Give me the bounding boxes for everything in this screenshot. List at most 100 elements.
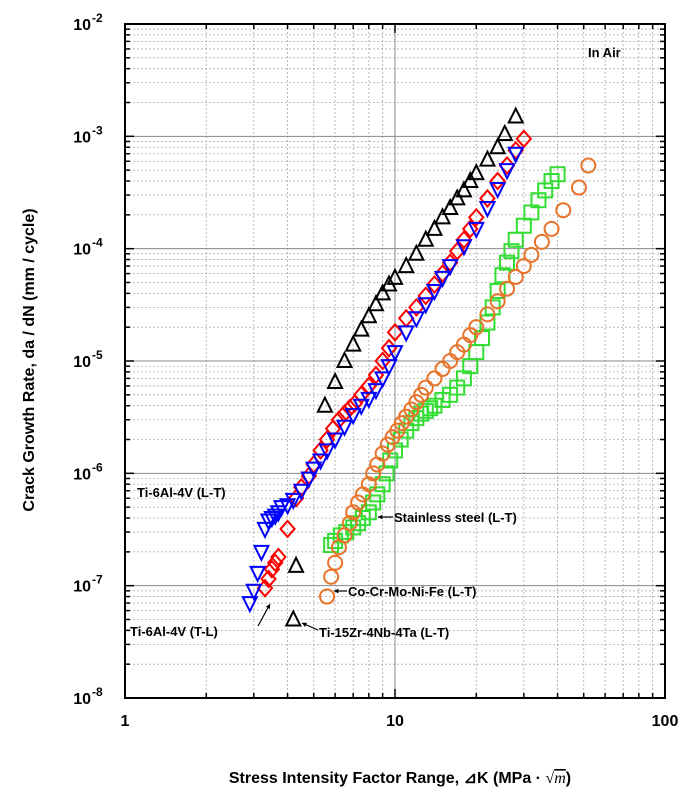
data-point-circle <box>434 360 451 377</box>
data-point-square <box>345 519 362 536</box>
data-point-triangle-down <box>326 432 344 450</box>
data-point-triangle-up <box>467 162 485 181</box>
data-point-triangle-up <box>507 106 525 124</box>
y-tick-label: 10 <box>73 579 91 596</box>
data-point-triangle-up <box>441 197 459 216</box>
annotation-arrowhead <box>302 622 307 627</box>
x-tick-label: 1 <box>121 713 130 730</box>
grid-lines <box>125 24 665 698</box>
data-point-triangle-down <box>263 511 281 529</box>
data-point-triangle-down <box>300 471 318 489</box>
annotation-label-ti64_lt: Ti-6Al-4V (L-T) <box>137 485 226 500</box>
data-point-square <box>422 400 439 417</box>
data-point-triangle-up <box>417 229 435 247</box>
data-point-diamond <box>330 410 348 430</box>
data-point-triangle-down <box>249 565 267 584</box>
data-point-circle <box>523 246 540 263</box>
data-point-triangle-down <box>425 283 444 302</box>
data-point-triangle-down <box>467 221 485 240</box>
data-point-triangle-up <box>433 207 452 225</box>
data-point-triangle-down <box>397 325 415 343</box>
y-tick-label: 10 <box>73 242 91 259</box>
y-tick-exponent: -8 <box>92 685 103 699</box>
data-point-circle <box>417 379 434 396</box>
y-tick-exponent: -4 <box>92 236 103 250</box>
data-point-triangle-down <box>266 508 284 526</box>
data-point-circle <box>580 157 597 174</box>
data-point-triangle-down <box>278 498 297 516</box>
annotation-arrowhead <box>334 588 339 594</box>
data-point-triangle-down <box>374 371 392 389</box>
data-point-triangle-down <box>407 311 425 329</box>
data-series <box>241 106 597 627</box>
data-point-triangle-down <box>498 163 516 181</box>
annotation-label-ti15zr: Ti-15Zr-4Nb-4Ta (L-T) <box>319 625 449 640</box>
data-point-square <box>549 166 566 183</box>
data-point-triangle-up <box>360 306 378 324</box>
data-point-diamond <box>455 230 473 250</box>
data-point-triangle-down <box>259 513 278 531</box>
data-point-diamond <box>489 171 506 191</box>
data-point-triangle-down <box>311 453 330 471</box>
data-point-circle <box>468 319 485 336</box>
data-point-circle <box>479 306 496 323</box>
data-point-square <box>489 282 506 299</box>
data-point-circle <box>319 588 336 605</box>
series-ti64_lt <box>241 146 525 614</box>
annotation-arrowhead <box>378 514 383 520</box>
data-point-triangle-up <box>425 218 444 236</box>
y-tick-exponent: -3 <box>92 123 103 137</box>
data-point-square <box>503 243 520 260</box>
data-point-circle <box>345 504 362 521</box>
x-tick-label: 10 <box>386 713 404 730</box>
data-point-triangle-up <box>316 395 334 413</box>
data-point-triangle-down <box>284 492 302 511</box>
annotations: Ti-6Al-4V (L-T) Ti-6Al-4V (T-L) Ti-15Zr-4N… <box>130 485 517 640</box>
data-point-circle <box>374 445 391 462</box>
data-point-square <box>499 254 516 271</box>
data-point-triangle-up <box>284 609 302 627</box>
series-ti15zr <box>284 106 525 627</box>
data-point-square <box>360 504 377 521</box>
data-point-triangle-down <box>478 201 497 219</box>
y-tick-exponent: -7 <box>92 573 103 587</box>
data-point-circle <box>350 494 367 511</box>
data-point-triangle-down <box>380 359 398 377</box>
y-tick-label: 10 <box>73 129 91 146</box>
data-point-circle <box>533 233 550 250</box>
data-point-triangle-down <box>433 270 452 289</box>
data-point-diamond <box>270 547 287 567</box>
data-point-triangle-down <box>352 398 370 416</box>
data-point-triangle-down <box>441 259 459 277</box>
data-point-triangle-up <box>496 123 514 141</box>
data-point-triangle-up <box>489 136 507 155</box>
y-tick-label: 10 <box>73 691 91 708</box>
data-point-triangle-down <box>318 443 336 461</box>
y-tick-label: 10 <box>73 17 91 34</box>
data-point-circle <box>543 220 560 237</box>
data-point-diamond <box>263 559 281 579</box>
data-point-triangle-down <box>292 483 310 501</box>
x-axis-title: Stress Intensity Factor Range, ⊿K (MPa ·… <box>229 770 571 787</box>
data-point-triangle-up <box>397 255 415 274</box>
data-point-diamond <box>386 322 404 342</box>
data-point-diamond <box>426 274 443 294</box>
data-point-circle <box>341 515 358 532</box>
data-point-triangle-up <box>374 283 392 301</box>
y-tick-label: 10 <box>73 354 91 371</box>
annotation-label-cocr: Co-Cr-Mo-Ni-Fe (L-T) <box>348 584 477 599</box>
data-point-triangle-down <box>252 544 271 563</box>
data-point-circle <box>499 280 516 297</box>
data-point-triangle-down <box>489 181 507 200</box>
data-point-circle <box>426 370 443 387</box>
data-point-triangle-down <box>455 239 473 257</box>
data-point-circle <box>489 293 506 310</box>
data-point-circle <box>327 554 344 571</box>
data-point-triangle-down <box>367 383 385 401</box>
data-point-triangle-up <box>455 180 473 198</box>
data-point-square <box>365 494 382 511</box>
y-axis-title: Crack Growth Rate, da / dN (mm / cycle) <box>21 208 38 511</box>
series-cocr <box>319 157 597 605</box>
